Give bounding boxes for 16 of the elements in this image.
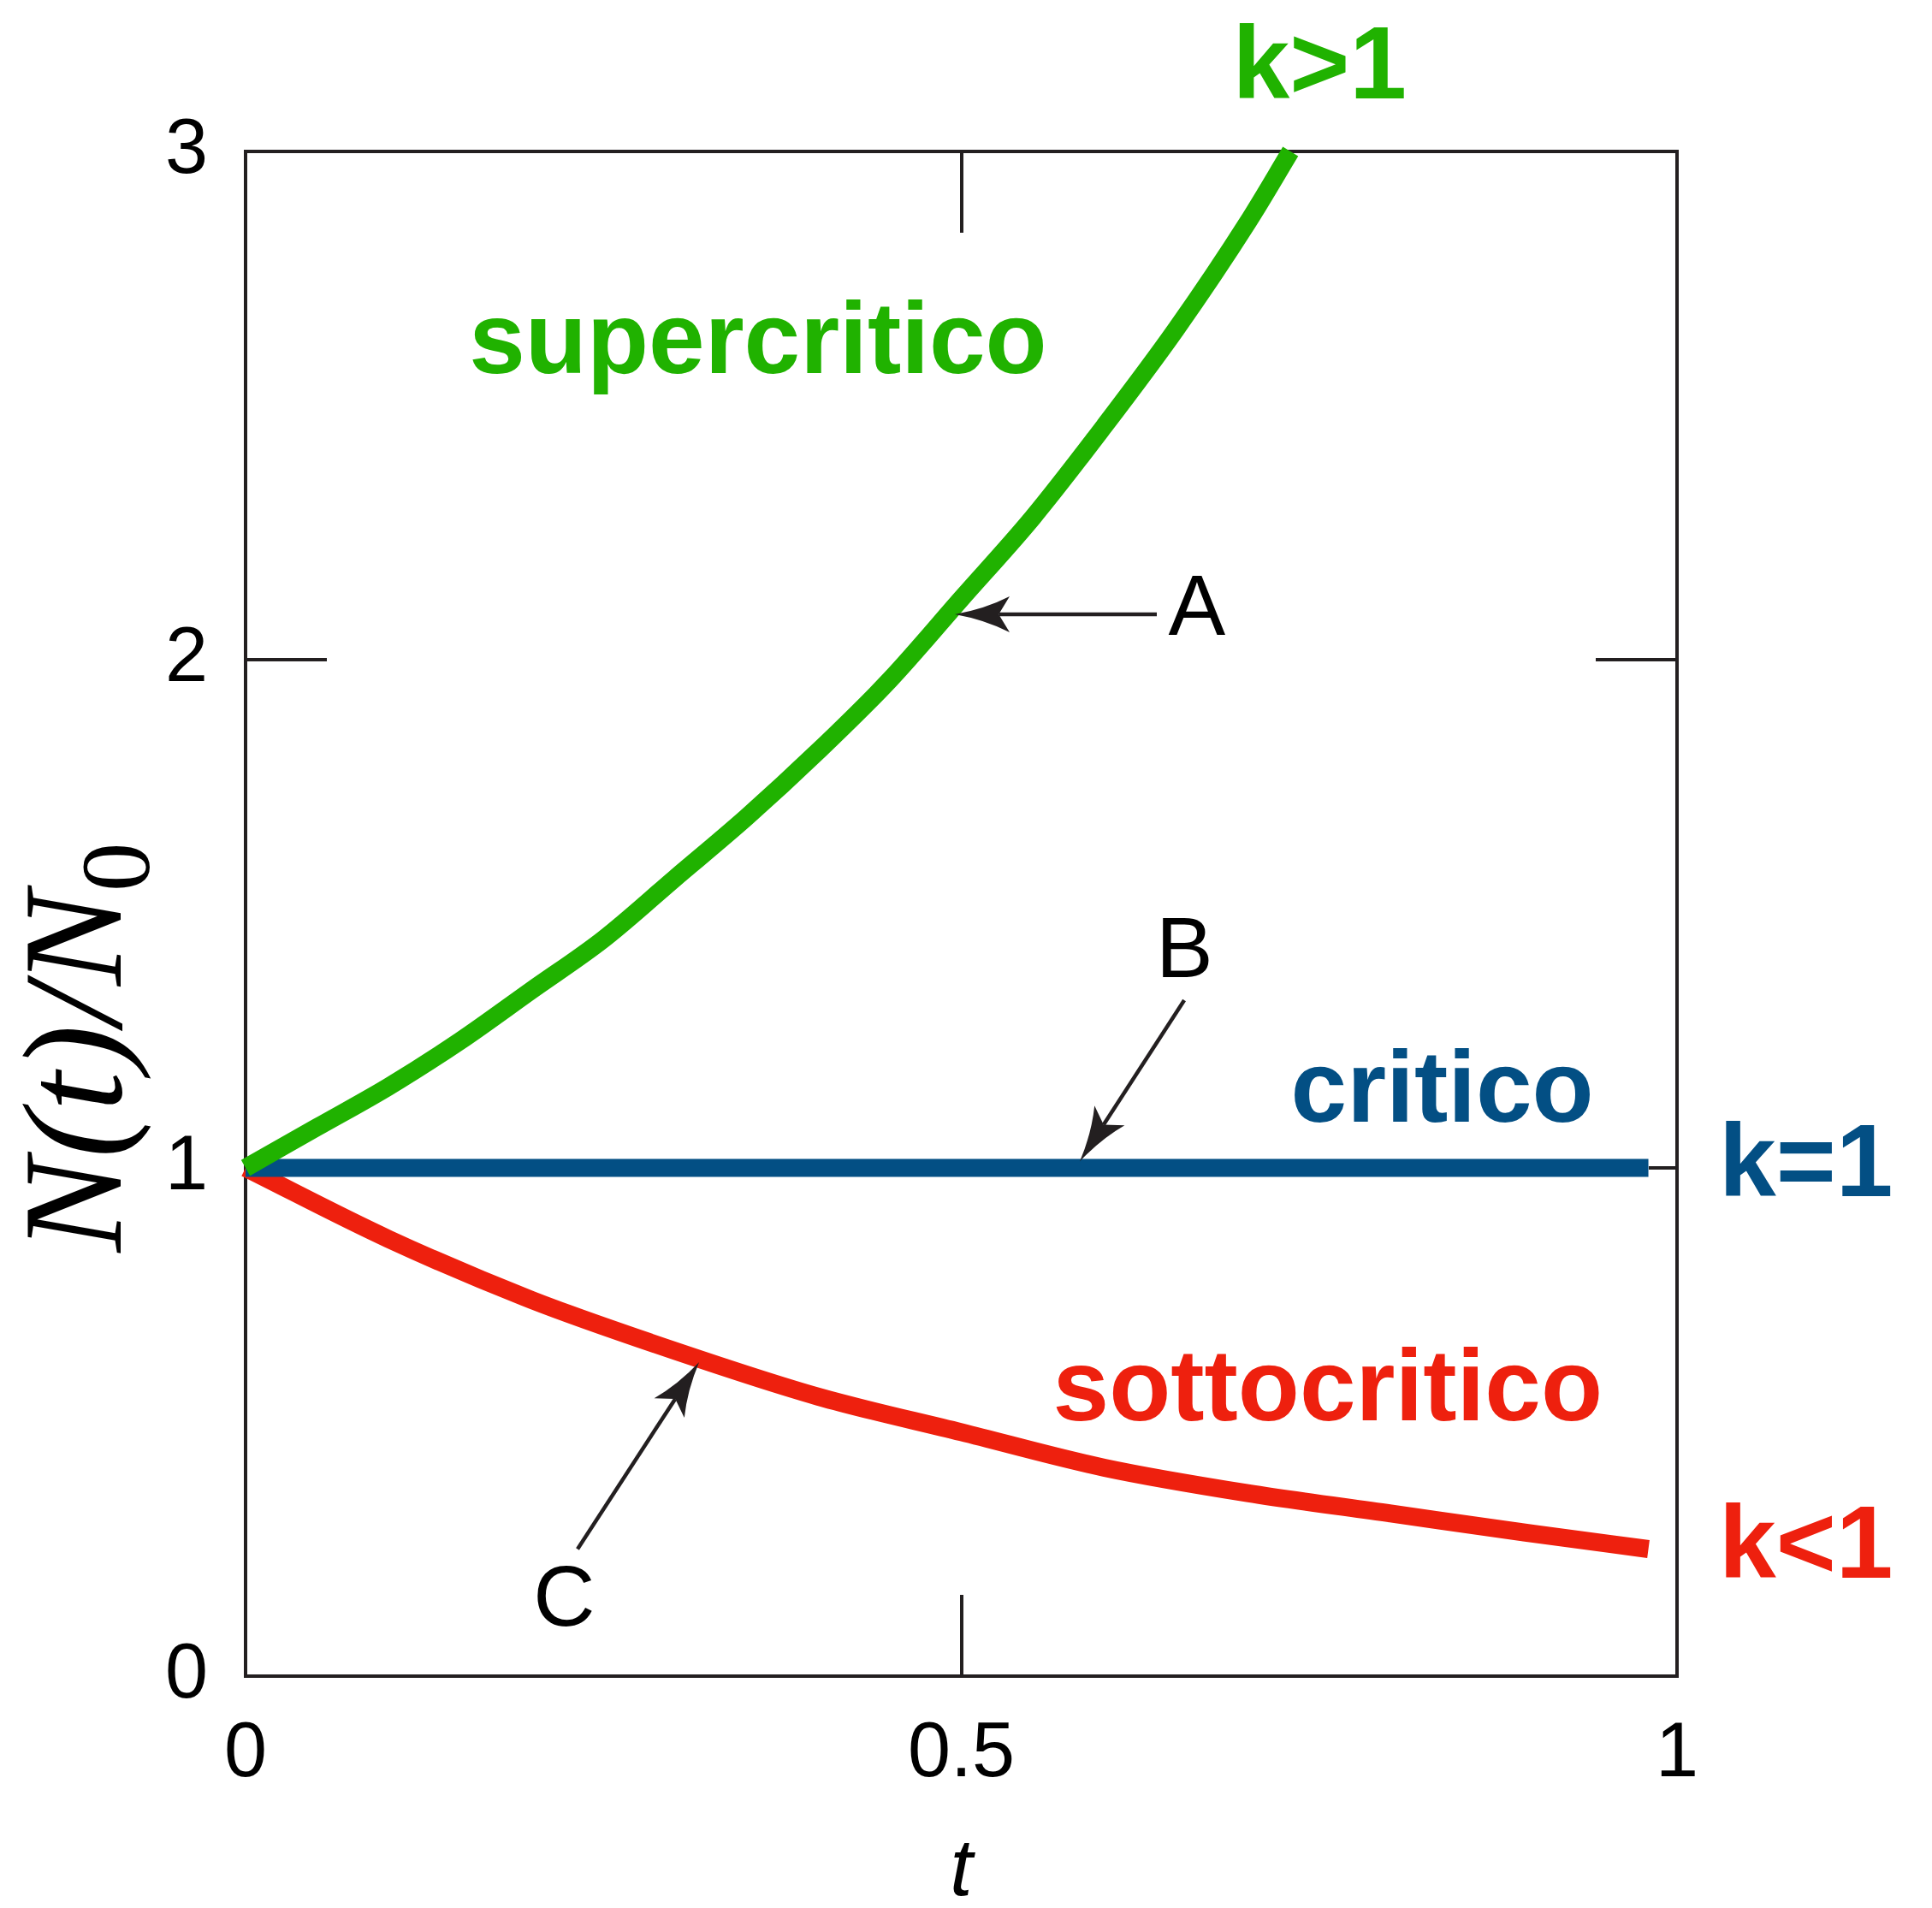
x-tick-label: 1	[1655, 1706, 1699, 1792]
x-tick-label: 0	[223, 1706, 268, 1792]
annotation: C	[533, 1548, 596, 1644]
series-label: k<1	[1719, 1484, 1893, 1599]
series-label: k=1	[1719, 1103, 1893, 1218]
annotation: critico	[1290, 1029, 1594, 1143]
annotation: supercritico	[469, 281, 1047, 394]
series-label: k>1	[1232, 5, 1408, 120]
y-tick-label: 3	[164, 103, 208, 189]
y-tick-label: 2	[164, 611, 208, 697]
x-tick-label: 0.5	[907, 1706, 1016, 1792]
annotation: B	[1155, 898, 1213, 995]
annotation: A	[1168, 557, 1226, 654]
annotation: sottocritico	[1052, 1329, 1603, 1443]
y-tick-label: 0	[164, 1627, 208, 1714]
x-axis-title: t	[950, 1822, 976, 1908]
